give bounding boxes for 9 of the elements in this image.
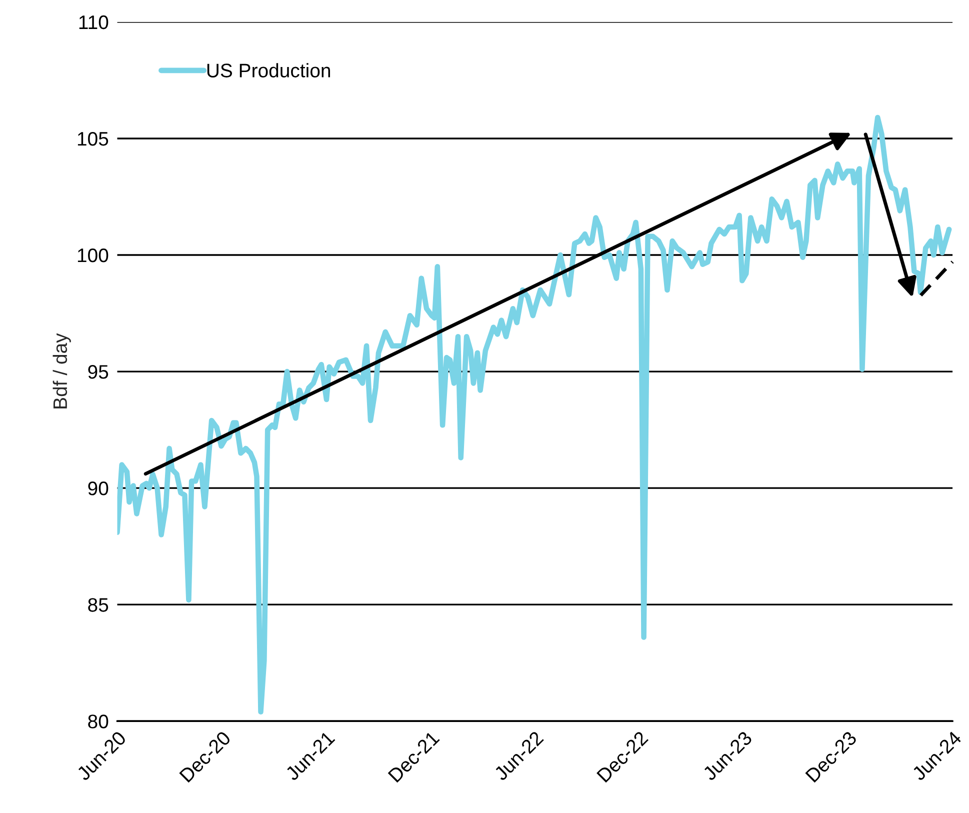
y-tick-label: 95 [88,365,108,379]
y-tick-label: 110 [79,15,108,30]
y-tick-label: 90 [88,482,108,496]
y-tick-label: 100 [78,248,108,262]
y-tick-label: 105 [78,132,108,146]
legend-label: US Production [207,63,330,78]
y-tick-label: 85 [88,598,108,612]
y-tick-label: 80 [88,714,108,728]
y-axis-title: Bdf / day [52,333,71,408]
